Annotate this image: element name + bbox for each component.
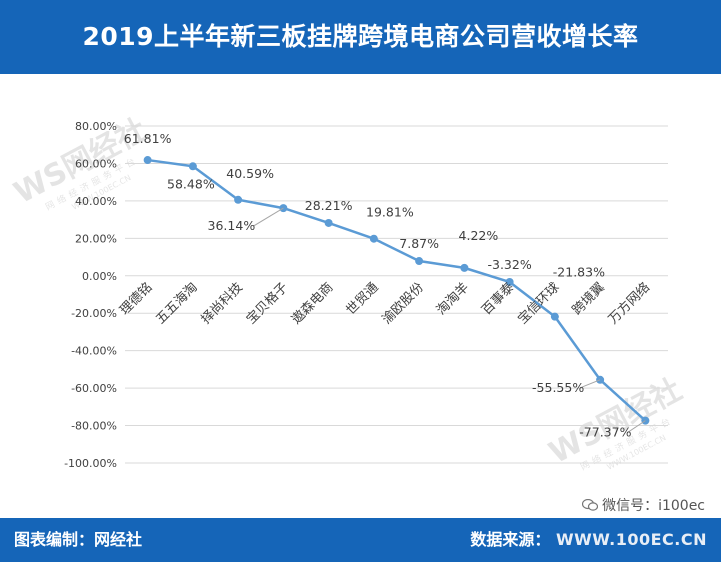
data-label-group: 61.81% 58.48% 40.59% 36.14% 28.21% 19.81% 7.87… — [124, 131, 646, 440]
y-tick-label: 0.00% — [82, 270, 117, 283]
x-tick-label: 五五海淘 — [153, 280, 200, 327]
data-source-label: 数据来源： — [470, 530, 551, 549]
x-tick-label: 择尚科技 — [199, 280, 246, 327]
y-tick-label: 40.00% — [75, 195, 117, 208]
y-tick-label: -60.00% — [71, 382, 117, 395]
data-point — [460, 263, 469, 272]
data-label-leader — [627, 420, 646, 434]
data-label: 61.81% — [124, 131, 172, 146]
data-label: 58.48% — [167, 176, 215, 191]
line-chart: WS网经社网络经济服务平台WWW.100EC.CNWS网经社网络经济服务平台WW… — [8, 112, 687, 473]
x-tick-label: 理德铭 — [117, 280, 155, 318]
data-point — [234, 195, 243, 204]
data-label-leader — [253, 207, 284, 227]
data-point — [143, 156, 152, 165]
header-bar: 2019上半年新三板挂牌跨境电商公司营收增长率 — [0, 0, 721, 74]
x-tick-label: 万方网络 — [605, 279, 653, 327]
data-label: -3.32% — [488, 257, 532, 272]
data-label-leader — [579, 379, 601, 389]
data-label: -55.55% — [532, 380, 584, 395]
series-line — [147, 158, 647, 422]
y-axis-tick-labels: 80.00% 60.00% 40.00% 20.00% 0.00% -20.00% -40.… — [64, 120, 117, 470]
data-source-url: WWW.100EC.CN — [556, 530, 707, 549]
wechat-icon — [582, 499, 599, 511]
wechat-badge: 微信号：i100ec — [578, 494, 709, 516]
data-label: 40.59% — [226, 166, 274, 181]
y-tick-label: -80.00% — [71, 420, 117, 433]
data-point — [505, 277, 514, 286]
data-label: -21.83% — [553, 265, 605, 280]
x-tick-label: 百事泰 — [479, 280, 517, 318]
data-label: 7.87% — [399, 236, 439, 251]
x-tick-label: 渝欧股份 — [379, 279, 427, 327]
data-source: 数据来源： WWW.100EC.CN — [470, 518, 707, 562]
data-label: 4.22% — [459, 228, 499, 243]
compiled-by: 图表编制：网经社 — [14, 530, 143, 549]
x-tick-label: 跨境翼 — [570, 280, 608, 318]
data-point — [324, 218, 333, 227]
grid-lines — [125, 125, 668, 464]
x-tick-label: 淘淘羊 — [433, 279, 472, 318]
data-point — [188, 162, 197, 171]
data-label: 19.81% — [366, 205, 414, 220]
y-tick-label: 20.00% — [75, 232, 117, 245]
data-point — [415, 257, 424, 266]
footer-bar: 图表编制：网经社 数据来源： WWW.100EC.CN — [0, 518, 721, 562]
y-tick-label: -20.00% — [71, 307, 117, 320]
y-tick-label: 60.00% — [75, 157, 117, 170]
data-label: 28.21% — [305, 198, 353, 213]
y-tick-label: -40.00% — [71, 345, 117, 358]
y-tick-label: 80.00% — [75, 120, 117, 133]
data-label: -77.37% — [579, 425, 631, 440]
x-tick-label: 宝贝格子 — [243, 279, 291, 327]
x-tick-label: 遨森电商 — [289, 280, 336, 327]
data-label: 36.14% — [208, 218, 256, 233]
data-point — [369, 234, 378, 243]
page-title: 2019上半年新三板挂牌跨境电商公司营收增长率 — [82, 22, 639, 51]
data-point — [550, 312, 559, 321]
y-tick-label: -100.00% — [64, 457, 117, 470]
x-tick-label: 世贸通 — [344, 280, 382, 318]
wechat-id: 微信号：i100ec — [602, 498, 705, 514]
